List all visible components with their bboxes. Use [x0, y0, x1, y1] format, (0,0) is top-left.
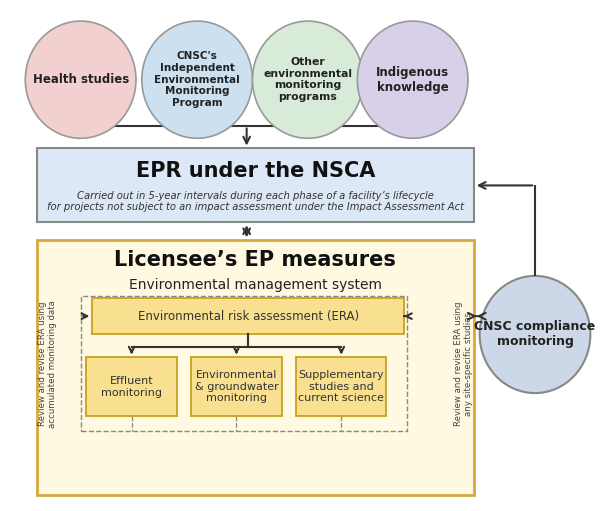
Text: Environmental risk assessment (ERA): Environmental risk assessment (ERA): [137, 310, 359, 322]
Text: Environmental
& groundwater
monitoring: Environmental & groundwater monitoring: [195, 370, 278, 403]
FancyBboxPatch shape: [296, 357, 387, 416]
Ellipse shape: [142, 21, 252, 138]
Text: Carried out in 5-year intervals during each phase of a facility’s lifecycle
for : Carried out in 5-year intervals during e…: [47, 191, 464, 213]
Text: Health studies: Health studies: [32, 73, 129, 86]
FancyBboxPatch shape: [37, 149, 474, 222]
Text: Review and revise ERA using
accumulated monitoring data: Review and revise ERA using accumulated …: [38, 300, 57, 428]
Text: EPR under the NSCA: EPR under the NSCA: [136, 160, 375, 181]
Ellipse shape: [480, 276, 590, 393]
Text: CNSC's
Independent
Environmental
Monitoring
Program: CNSC's Independent Environmental Monitor…: [154, 52, 240, 108]
Text: CNSC compliance
monitoring: CNSC compliance monitoring: [474, 320, 596, 349]
Text: Environmental management system: Environmental management system: [129, 278, 382, 292]
FancyBboxPatch shape: [92, 298, 404, 335]
Ellipse shape: [26, 21, 136, 138]
FancyBboxPatch shape: [192, 357, 282, 416]
Ellipse shape: [252, 21, 363, 138]
Text: Review and revise ERA using
any site-specific studies: Review and revise ERA using any site-spe…: [454, 301, 473, 426]
Text: Licensee’s EP measures: Licensee’s EP measures: [114, 249, 396, 270]
Ellipse shape: [358, 21, 468, 138]
Text: Other
environmental
monitoring
programs: Other environmental monitoring programs: [263, 57, 352, 102]
FancyBboxPatch shape: [37, 240, 474, 495]
FancyBboxPatch shape: [86, 357, 177, 416]
Text: Indigenous
knowledge: Indigenous knowledge: [376, 66, 449, 94]
Text: Supplementary
studies and
current science: Supplementary studies and current scienc…: [299, 370, 384, 403]
Text: Effluent
monitoring: Effluent monitoring: [101, 376, 162, 398]
